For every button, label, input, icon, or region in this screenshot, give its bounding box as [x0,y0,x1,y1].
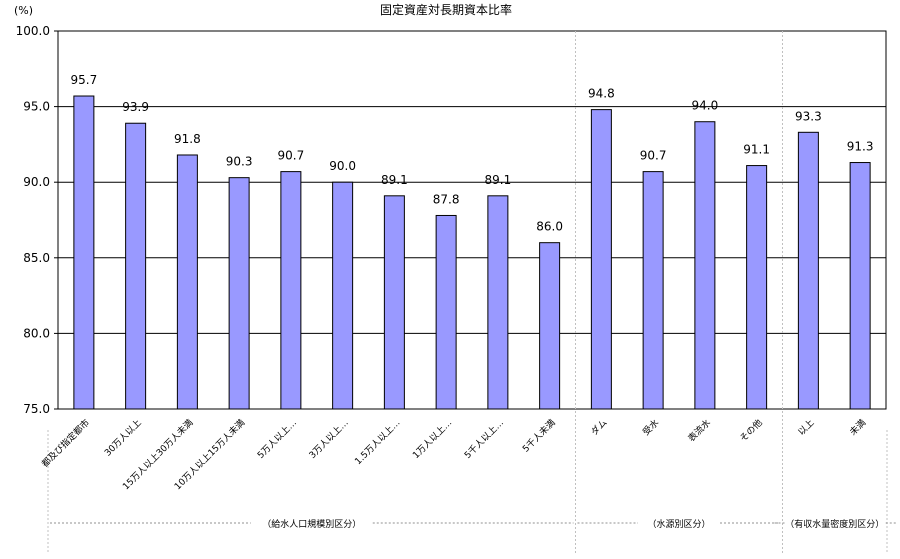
category-label: 未満 [847,417,868,438]
value-label: 91.8 [174,132,201,146]
bar [176,154,198,410]
value-label: 90.3 [226,155,253,169]
y-tick-label: 90.0 [23,175,50,189]
category-label: 30万人以上 [102,417,143,458]
value-label: 91.1 [743,143,770,157]
category-label: 表流水 [685,417,713,445]
bar [797,131,819,410]
bar [539,242,561,410]
y-tick-label: 95.0 [23,100,50,114]
bar [280,171,302,410]
category-label: 受水 [640,417,661,438]
bar [383,195,405,410]
category-label: その他 [737,417,765,445]
bar [228,177,250,410]
value-label: 94.8 [588,87,615,101]
value-label: 90.7 [640,149,667,163]
category-label: 5万人以上… [255,417,299,461]
bar [590,109,612,410]
category-label: ダム [588,417,609,438]
y-tick-label: 85.0 [23,251,50,265]
value-label: 94.0 [692,99,719,113]
bar [487,195,509,410]
value-label: 90.0 [329,159,356,173]
category-label: 都及び指定都市 [39,417,92,470]
value-label: 89.1 [381,173,408,187]
value-label: 93.3 [795,109,822,123]
chart-title: 固定資産対長期資本比率 [380,2,512,17]
category-label: 1.5万人以上… [353,417,403,467]
value-label: 90.7 [278,149,305,163]
category-label: 以上 [796,417,817,438]
group-label: （有収水量密度別区分） [785,518,884,530]
y-tick-label: 80.0 [23,326,50,340]
value-label: 87.8 [433,192,460,206]
value-label: 86.0 [536,220,563,234]
y-tick-label: 75.0 [23,402,50,416]
bar [73,95,95,410]
group-label: （水源別区分） [647,518,710,530]
value-label: 91.3 [847,140,874,154]
bar [435,214,457,410]
y-tick-label: 100.0 [16,24,50,38]
bar [125,122,147,410]
category-label: 3万人以上… [307,417,351,461]
value-label: 95.7 [71,73,98,87]
bar [746,165,768,410]
bar [332,181,354,410]
value-label: 93.9 [122,100,149,114]
category-label: 5千人未満 [520,417,558,455]
group-label: （給水人口規模別区分） [262,518,361,530]
bar [694,121,716,410]
y-axis-unit: (%) [14,4,33,17]
category-label: 1万人以上… [411,417,455,461]
bar [642,171,664,410]
value-label: 89.1 [485,173,512,187]
category-label: 5千人以上… [462,417,506,461]
bar [849,162,871,410]
